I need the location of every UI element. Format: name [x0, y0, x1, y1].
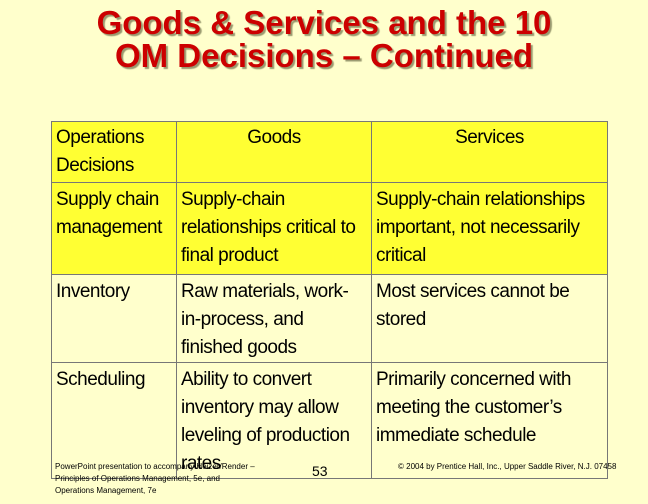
row-services: Primarily concerned with meeting the cus… — [371, 362, 608, 479]
table-row: Inventory Raw materials, work-in-process… — [51, 274, 608, 363]
row-goods: Raw materials, work-in-process, and fini… — [176, 274, 372, 363]
row-goods: Ability to convert inventory may allow l… — [176, 362, 372, 479]
row-decision: Inventory — [51, 274, 177, 363]
slide-title: Goods & Services and the 10 OM Decisions… — [0, 6, 648, 72]
table-header-row: Operations Decisions Goods Services — [51, 121, 608, 183]
row-decision: Scheduling — [51, 362, 177, 479]
row-services: Most services cannot be stored — [371, 274, 608, 363]
footer-copyright: © 2004 by Prentice Hall, Inc., Upper Sad… — [398, 462, 617, 471]
decisions-table: Operations Decisions Goods Services Supp… — [51, 121, 608, 479]
row-services: Supply-chain relationships important, no… — [371, 182, 608, 275]
header-goods: Goods — [176, 121, 372, 183]
table-row: Scheduling Ability to convert inventory … — [51, 362, 608, 479]
table-row: Supply chain management Supply-chain rel… — [51, 182, 608, 275]
footer-credit: PowerPoint presentation to accompany Hei… — [55, 462, 255, 495]
title-line-1: Goods & Services and the 10 — [96, 4, 552, 41]
header-operations-decisions: Operations Decisions — [51, 121, 177, 183]
row-goods: Supply-chain relationships critical to f… — [176, 182, 372, 275]
title-line-2: OM Decisions – Continued — [114, 37, 534, 74]
header-services: Services — [371, 121, 608, 183]
row-decision: Supply chain management — [51, 182, 177, 275]
page-number: 53 — [312, 463, 328, 479]
